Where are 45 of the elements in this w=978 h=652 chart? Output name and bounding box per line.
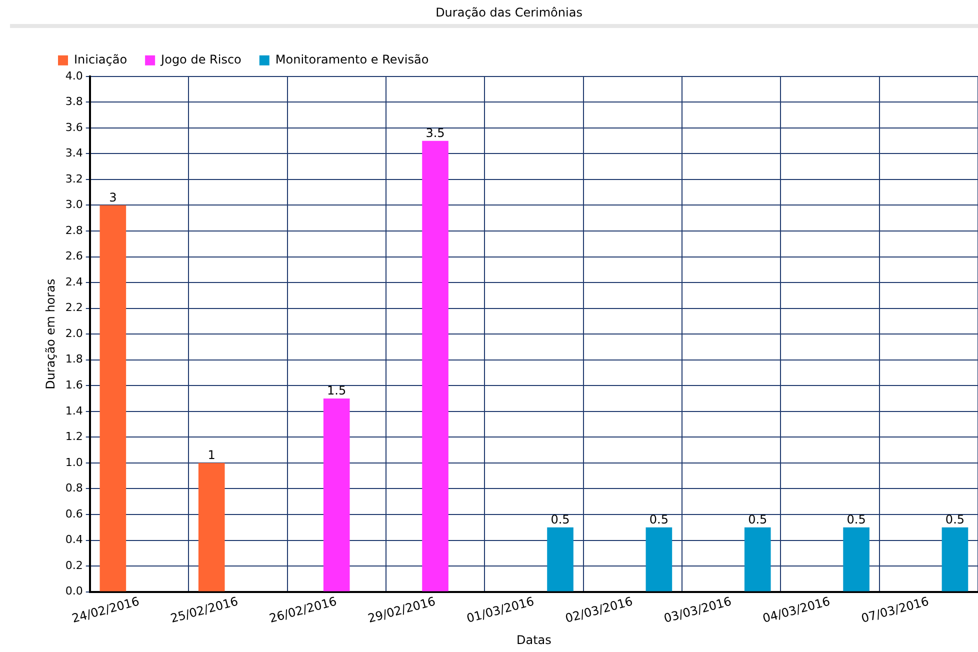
y-tick-label: 1.6 [65, 378, 83, 392]
y-tick-label: 0.4 [65, 533, 83, 546]
data-label: 0.5 [945, 512, 965, 526]
y-tick-label: 3.2 [65, 172, 83, 186]
y-tick-label: 3.0 [65, 198, 83, 212]
data-label: 0.5 [550, 512, 570, 526]
bar [100, 205, 126, 592]
y-tick-label: 1.2 [65, 430, 83, 444]
chart-title: Duração das Cerimônias [436, 5, 582, 20]
y-tick-label: 2.8 [65, 224, 83, 237]
y-tick-label: 2.6 [65, 250, 83, 263]
y-tick-label: 1.8 [65, 352, 83, 366]
x-axis-title: Datas [516, 632, 552, 647]
legend-label: Jogo de Risco [160, 52, 242, 67]
bar [843, 527, 870, 592]
y-tick-label: 0.8 [65, 482, 83, 495]
legend-label: Iniciação [74, 52, 128, 67]
bar [744, 527, 771, 592]
bar [646, 527, 672, 592]
y-axis-title: Duração em horas [43, 278, 58, 390]
y-tick-label: 1.4 [65, 404, 83, 418]
y-tick-label: 0.6 [65, 507, 83, 520]
bar [323, 398, 350, 592]
y-tick-label: 1.0 [65, 456, 83, 469]
y-tick-label: 4.0 [65, 69, 83, 82]
y-tick-label: 2.4 [65, 275, 83, 288]
y-tick-label: 2.0 [65, 326, 83, 340]
data-label: 0.5 [748, 512, 768, 526]
data-label: 0.5 [649, 512, 668, 526]
y-tick-label: 0.0 [65, 584, 83, 598]
data-label: 1 [208, 448, 216, 462]
bar [547, 527, 574, 592]
y-tick-label: 0.2 [65, 558, 83, 572]
bar [198, 462, 225, 592]
data-label: 1.5 [327, 384, 346, 398]
bar [942, 527, 968, 592]
y-tick-label: 3.6 [65, 120, 83, 134]
y-tick-label: 3.4 [65, 146, 83, 160]
y-tick-label: 3.8 [65, 95, 83, 108]
legend-label: Monitoramento e Revisão [275, 52, 429, 67]
y-tick-label: 2.2 [65, 301, 83, 314]
bar [422, 140, 448, 592]
data-label: 0.5 [846, 512, 866, 526]
data-label: 3.5 [426, 126, 445, 140]
data-label: 3 [109, 190, 117, 204]
